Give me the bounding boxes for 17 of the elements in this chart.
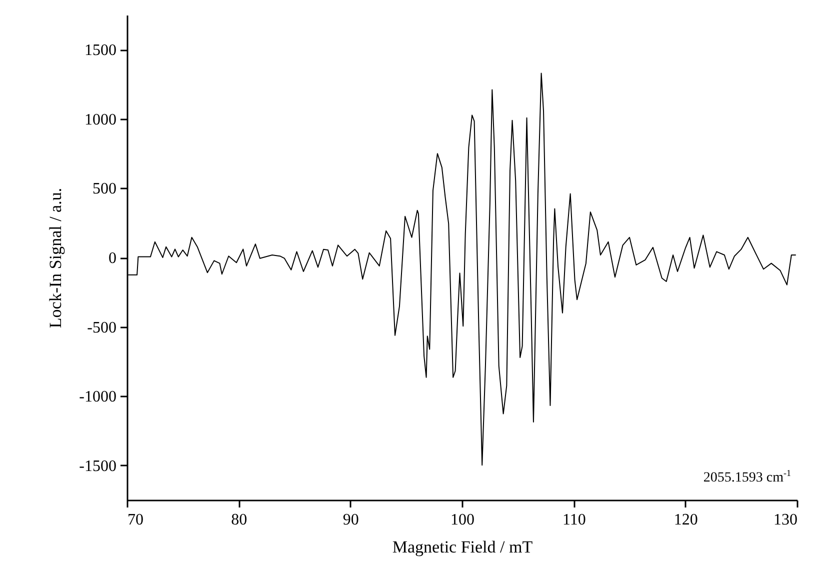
y-tick-label: -500 (87, 319, 116, 336)
x-tick-label: 70 (128, 512, 144, 528)
x-tick-label: 90 (342, 512, 359, 528)
y-tick-label: 0 (108, 250, 116, 267)
y-axis-title: Lock-In Signal / a.u. (46, 188, 66, 328)
y-tick-label: 500 (92, 180, 116, 198)
x-tick-label: 80 (231, 512, 248, 528)
x-tick-label: 110 (562, 512, 586, 528)
y-tick-label: 1500 (84, 42, 116, 60)
x-tick-label: 130 (774, 512, 798, 528)
y-tick-label: -1500 (79, 458, 116, 475)
x-tick-label: 100 (450, 512, 474, 528)
x-axis-title: Magnetic Field / mT (392, 538, 534, 556)
annotation: 2055.1593 cm$^{-1}$ (703, 468, 791, 487)
y-tick-label: -1000 (79, 388, 116, 406)
y-tick-label: 1000 (84, 111, 116, 128)
x-tick-label: 120 (674, 512, 698, 528)
